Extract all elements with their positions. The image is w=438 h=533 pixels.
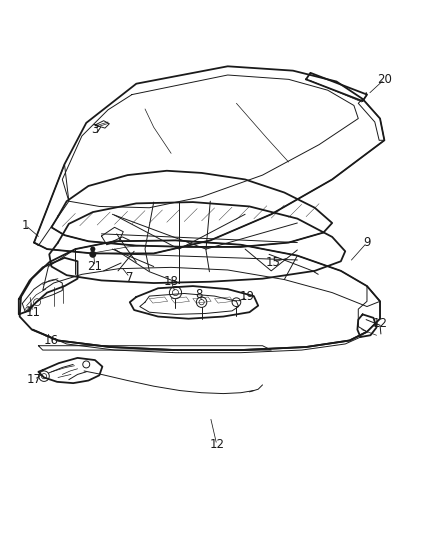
- Text: 20: 20: [377, 73, 392, 86]
- Text: 15: 15: [266, 256, 281, 269]
- Text: 12: 12: [373, 317, 388, 329]
- Text: 12: 12: [209, 439, 224, 451]
- Text: 9: 9: [363, 236, 371, 249]
- Text: 7: 7: [126, 271, 134, 284]
- Circle shape: [89, 251, 96, 258]
- Text: 18: 18: [164, 275, 179, 288]
- Text: 3: 3: [91, 123, 99, 136]
- Text: 19: 19: [240, 290, 255, 303]
- Circle shape: [90, 246, 95, 252]
- Text: 8: 8: [196, 288, 203, 301]
- Text: 1: 1: [21, 219, 29, 232]
- Text: 17: 17: [27, 373, 42, 386]
- Text: 21: 21: [88, 260, 102, 273]
- Text: 11: 11: [25, 306, 40, 319]
- Text: 16: 16: [44, 334, 59, 347]
